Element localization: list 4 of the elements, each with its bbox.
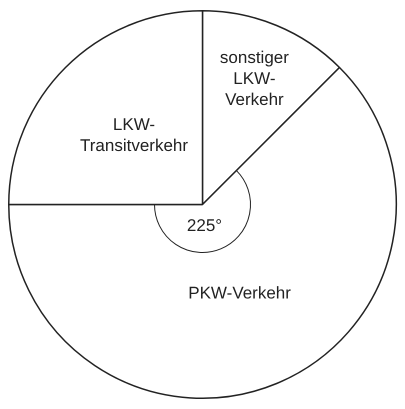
- slice-label: sonstiger LKW-Verkehr: [220, 48, 290, 109]
- slice-label: LKW-Transitverkehr: [80, 115, 188, 156]
- slice-label: PKW-Verkehr: [188, 284, 292, 303]
- text: 225°: [186, 216, 222, 236]
